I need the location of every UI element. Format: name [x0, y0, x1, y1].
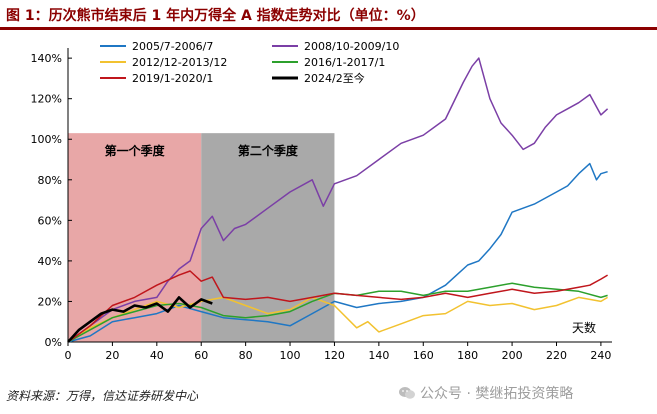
x-tick-label: 180	[457, 349, 478, 362]
x-tick-label: 120	[324, 349, 345, 362]
chart-legend: 2005/7-2006/7 2008/10-2009/10 2012/12-2013…	[100, 40, 399, 85]
chart-axes: 0% 20% 40% 60% 80% 100% 120% 140% 0 20 40 60 80 100 12…	[31, 48, 612, 362]
watermark-text: 公众号 · 樊继拓投资策略	[420, 386, 574, 402]
x-tick-label: 140	[368, 349, 389, 362]
series-line-2	[67, 57, 609, 343]
legend-label-1: 2005/7-2006/7	[132, 40, 213, 53]
y-tick-label: 100%	[31, 133, 62, 146]
x-tick-label: 100	[280, 349, 301, 362]
x-tick-label: 200	[502, 349, 523, 362]
series-line-6	[67, 296, 213, 343]
legend-label-2: 2008/10-2009/10	[304, 40, 399, 53]
legend-label-6: 2024/2至今	[304, 71, 365, 85]
y-tick-label: 40%	[38, 255, 62, 268]
region-label-2: 第二个季度	[238, 143, 299, 158]
source-note: 资料来源：万得，信达证券研发中心	[6, 389, 199, 403]
y-tick-label: 60%	[38, 214, 62, 227]
series-line-3	[67, 296, 608, 343]
x-tick-label: 240	[590, 349, 611, 362]
line-chart: 第一个季度 第二个季度 0% 20% 40% 60% 80% 100% 120% 140% 0 20…	[31, 40, 612, 362]
x-tick-label: 80	[239, 349, 253, 362]
chart-series	[67, 57, 609, 343]
title-bar: 图 1：历次熊市结束后 1 年内万得全 A 指数走势对比（单位：%）	[0, 0, 657, 30]
wechat-icon	[399, 387, 415, 399]
x-axis-label: 天数	[572, 320, 596, 335]
chart-title: 图 1：历次熊市结束后 1 年内万得全 A 指数走势对比（单位：%）	[6, 8, 425, 24]
quarter-regions: 第一个季度 第二个季度	[68, 133, 335, 342]
x-tick-label: 40	[150, 349, 164, 362]
watermark: 公众号 · 樊继拓投资策略	[398, 383, 573, 403]
x-tick-label: 60	[194, 349, 208, 362]
x-tick-label: 160	[413, 349, 434, 362]
y-tick-label: 20%	[38, 295, 62, 308]
legend-label-4: 2016/1-2017/1	[304, 56, 385, 69]
legend-label-3: 2012/12-2013/12	[132, 56, 227, 69]
y-tick-label: 0%	[45, 336, 62, 349]
x-tick-label: 220	[546, 349, 567, 362]
y-tick-label: 80%	[38, 174, 62, 187]
x-tick-label: 0	[65, 349, 72, 362]
y-tick-label: 120%	[31, 93, 62, 106]
region-2	[201, 133, 335, 342]
y-tick-label: 140%	[31, 52, 62, 65]
x-tick-label: 20	[105, 349, 119, 362]
region-label-1: 第一个季度	[105, 143, 166, 158]
legend-label-5: 2019/1-2020/1	[132, 72, 213, 85]
series-line-5	[67, 270, 608, 343]
region-1	[68, 133, 202, 342]
